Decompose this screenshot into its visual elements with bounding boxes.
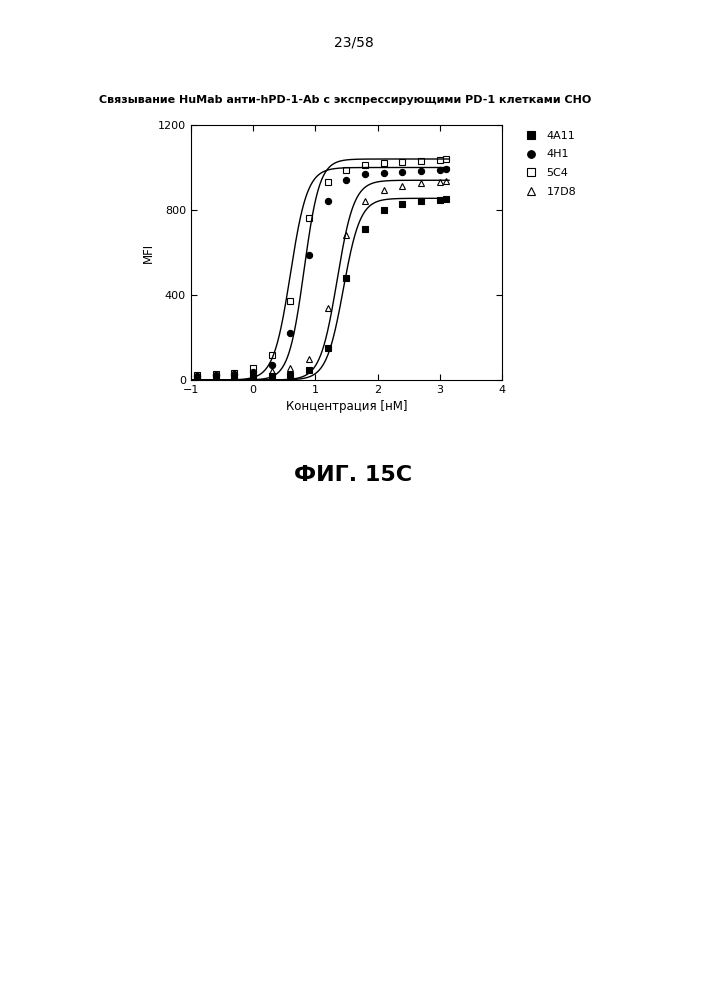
Text: Связывание HuMab анти-hPD-1-Ab с экспрессирующими PD-1 клетками СНО: Связывание HuMab анти-hPD-1-Ab с экспрес… <box>99 95 591 105</box>
Text: 23/58: 23/58 <box>334 35 373 49</box>
X-axis label: Концентрация [нМ]: Концентрация [нМ] <box>286 400 407 413</box>
Text: ФИГ. 15С: ФИГ. 15С <box>294 465 413 485</box>
Y-axis label: MFI: MFI <box>142 242 155 263</box>
Legend: 4A11, 4H1, 5C4, 17D8: 4A11, 4H1, 5C4, 17D8 <box>520 131 576 197</box>
